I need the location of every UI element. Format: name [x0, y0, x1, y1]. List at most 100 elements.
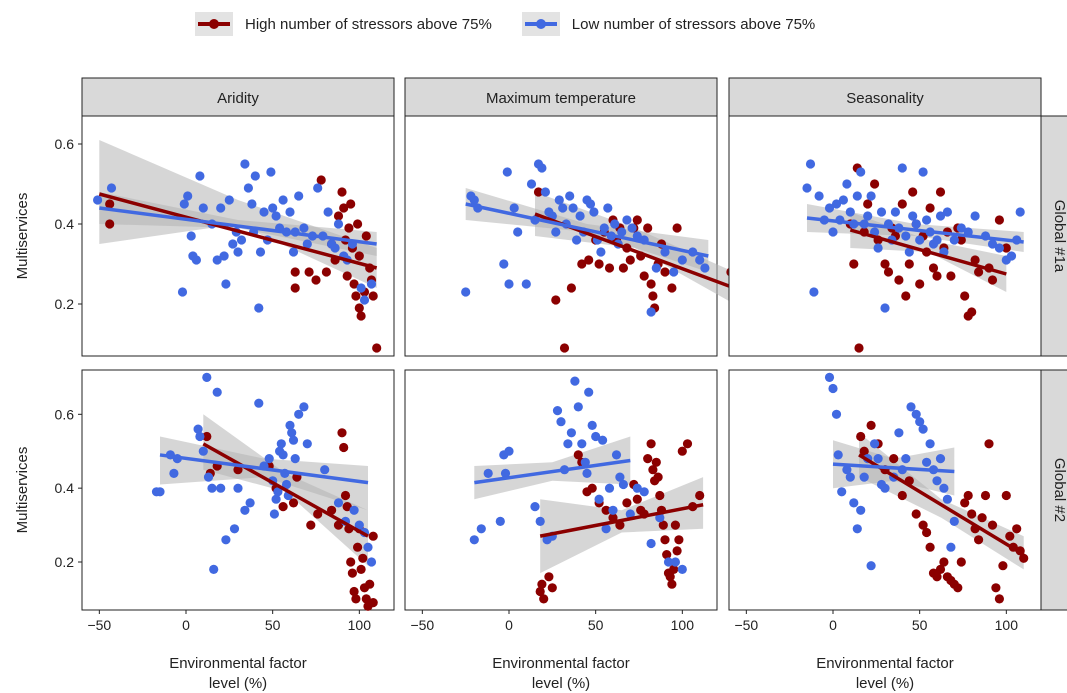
point-low: [502, 167, 512, 177]
point-high: [632, 494, 642, 504]
facet-column-label: Aridity: [217, 90, 259, 107]
point-high: [695, 490, 705, 501]
point-low: [970, 211, 980, 221]
point-high: [344, 223, 354, 233]
point-low: [565, 191, 575, 201]
point-high: [682, 439, 693, 449]
point-high: [651, 457, 661, 467]
point-high: [290, 283, 300, 293]
x-tick-label: −50: [410, 617, 434, 633]
point-high: [653, 472, 663, 482]
point-low: [994, 243, 1005, 253]
point-low: [504, 279, 514, 289]
point-low: [354, 520, 364, 530]
point-high: [908, 187, 918, 197]
x-tick-label: 100: [671, 617, 695, 633]
point-low: [221, 535, 231, 545]
point-low: [942, 494, 953, 504]
point-low: [203, 472, 214, 482]
point-low: [245, 498, 255, 508]
point-low: [551, 227, 561, 237]
point-low: [294, 409, 304, 419]
point-high: [535, 586, 545, 597]
point-low: [228, 239, 238, 249]
point-low: [852, 524, 862, 534]
point-low: [271, 494, 281, 504]
point-low: [240, 159, 250, 169]
point-high: [356, 311, 366, 321]
point-high: [674, 535, 684, 545]
x-axis-title: Environmental factor: [816, 655, 954, 672]
point-low: [521, 279, 531, 289]
point-high: [889, 454, 899, 464]
point-low: [894, 428, 904, 438]
point-low: [890, 207, 901, 217]
point-high: [632, 215, 642, 225]
point-high: [1012, 524, 1022, 534]
point-high: [105, 219, 115, 229]
point-low: [359, 295, 370, 305]
point-high: [928, 263, 939, 273]
point-low: [216, 483, 226, 493]
point-low: [849, 498, 859, 508]
point-low: [859, 472, 869, 482]
point-low: [918, 424, 928, 434]
point-low: [677, 255, 687, 265]
point-high: [288, 498, 299, 508]
point-low: [594, 494, 604, 504]
point-high: [977, 513, 987, 523]
point-high: [537, 579, 547, 589]
point-low: [901, 454, 911, 464]
point-low: [901, 231, 911, 241]
point-low: [610, 219, 620, 229]
point-high: [306, 520, 316, 530]
point-low: [915, 235, 925, 245]
point-low: [535, 516, 545, 527]
point-low: [833, 450, 843, 460]
point-low: [570, 376, 580, 386]
point-low: [922, 457, 932, 467]
point-low: [285, 420, 295, 430]
point-high: [356, 564, 366, 575]
point-low: [240, 505, 250, 515]
legend-label-high: High number of stressors above 75%: [245, 15, 492, 33]
point-high: [316, 175, 326, 185]
point-low: [268, 203, 278, 213]
point-low: [842, 179, 852, 189]
fit-line-low: [806, 216, 1024, 244]
confidence-band-low: [474, 436, 631, 500]
legend-item-high[interactable]: High number of stressors above 75%: [195, 12, 492, 36]
point-low: [814, 191, 824, 201]
point-low: [461, 287, 471, 297]
point-high: [573, 450, 583, 460]
legend-item-low[interactable]: Low number of stressors above 75%: [521, 12, 815, 36]
point-low: [880, 303, 890, 313]
point-low: [866, 561, 876, 571]
point-low: [596, 247, 606, 257]
point-high: [1001, 243, 1011, 253]
point-low: [911, 409, 921, 419]
point-low: [233, 483, 243, 493]
x-tick-label: 50: [265, 617, 281, 633]
point-high: [859, 446, 869, 456]
point-low: [198, 446, 208, 456]
point-high: [601, 505, 611, 515]
point-low: [537, 163, 547, 173]
facet-strip-2: [728, 77, 1042, 117]
point-low: [908, 211, 918, 221]
point-low: [577, 439, 587, 449]
point-low: [584, 387, 594, 397]
point-low: [195, 431, 205, 442]
point-high: [304, 267, 314, 277]
point-low: [873, 454, 883, 464]
point-high: [604, 263, 615, 273]
point-low: [876, 207, 887, 217]
point-low: [870, 439, 880, 449]
point-low: [288, 435, 299, 445]
point-high: [956, 557, 966, 567]
point-low: [513, 227, 523, 237]
point-low: [603, 203, 613, 213]
point-low: [655, 513, 665, 523]
point-high: [648, 465, 658, 475]
point-high: [646, 439, 656, 449]
